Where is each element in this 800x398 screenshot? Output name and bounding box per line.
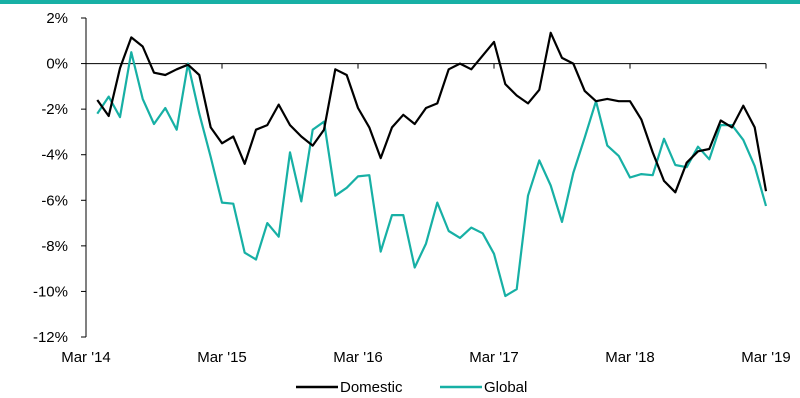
- x-tick-label: Mar '16: [333, 349, 383, 366]
- x-tick-label: Mar '17: [469, 349, 519, 366]
- x-tick-label: Mar '14: [61, 349, 111, 366]
- series-layer: [96, 31, 768, 298]
- y-tick-label: -8%: [41, 238, 68, 255]
- x-tick-label: Mar '18: [605, 349, 655, 366]
- series-line-global: [96, 51, 768, 298]
- y-tick-label: -10%: [33, 283, 68, 300]
- x-tick-label: Mar '19: [741, 349, 791, 366]
- x-axis: Mar '14 Mar '15 Mar '16 Mar '17 Mar '18 Mar '…: [61, 63, 791, 366]
- y-tick-label: -6%: [41, 192, 68, 209]
- y-tick-label: -12%: [33, 329, 68, 346]
- y-tick-label: 0%: [46, 56, 68, 73]
- y-tick-label: -4%: [41, 147, 68, 164]
- top-accent-bar: [0, 0, 800, 4]
- legend-label-global: Global: [484, 379, 527, 396]
- legend-label-domestic: Domestic: [340, 379, 403, 396]
- series-line-domestic: [96, 31, 768, 194]
- legend: Domestic Global: [296, 379, 527, 396]
- x-tick-label: Mar '15: [197, 349, 247, 366]
- y-tick-label: -2%: [41, 101, 68, 118]
- y-tick-label: 2%: [46, 10, 68, 27]
- y-axis: 2% 0% -2% -4% -6% -8% -10% -12%: [33, 10, 87, 346]
